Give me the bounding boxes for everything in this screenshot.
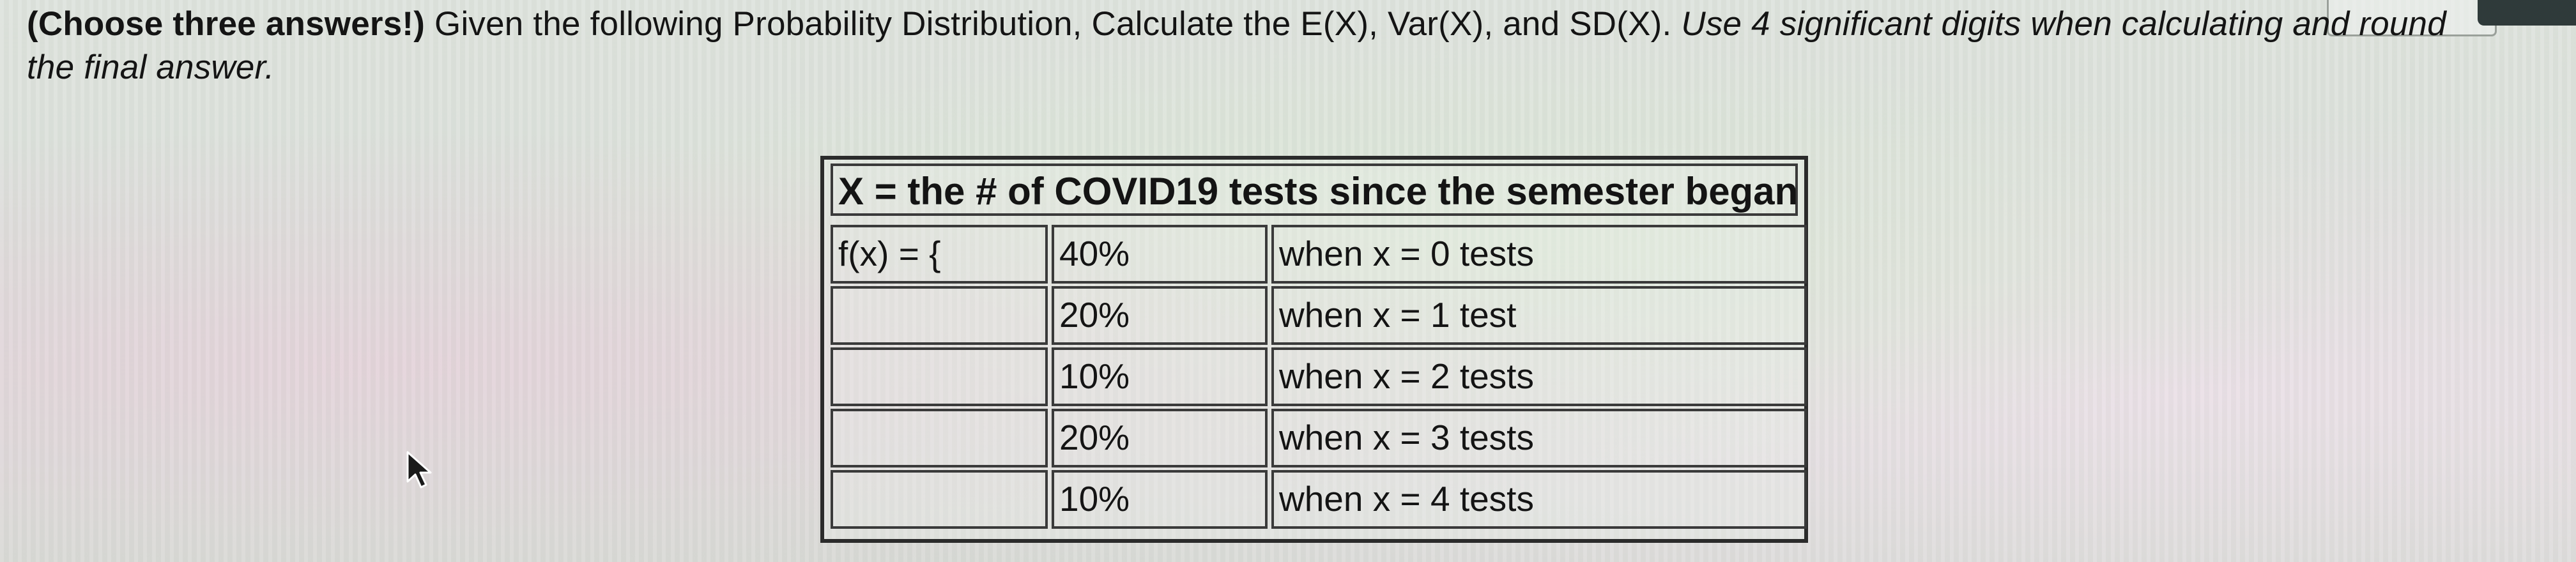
- probability-distribution-table: X = the # of COVID19 tests since the sem…: [820, 156, 1808, 543]
- table-row-4-label: [831, 470, 1048, 529]
- table-row-2-description: when x = 2 tests: [1271, 347, 1807, 406]
- top-right-panel: [2327, 0, 2497, 36]
- mouse-pointer-icon: [405, 451, 437, 489]
- table-row-3-description: when x = 3 tests: [1271, 409, 1807, 467]
- table-row-4-probability: 10%: [1052, 470, 1268, 529]
- question-lead: (Choose three answers!): [27, 5, 425, 43]
- table-row-0-probability: 40%: [1052, 225, 1268, 284]
- table-row-2-probability: 10%: [1052, 347, 1268, 406]
- corner-button[interactable]: [2478, 0, 2576, 26]
- table-row-0-description: when x = 0 tests: [1271, 225, 1807, 284]
- table-title: X = the # of COVID19 tests since the sem…: [831, 163, 1798, 216]
- table-row-3-probability: 20%: [1052, 409, 1268, 467]
- question-text: (Choose three answers!) Given the follow…: [27, 3, 2493, 89]
- table-row-2-label: [831, 347, 1048, 406]
- table-row-3-label: [831, 409, 1048, 467]
- table-row-1-description: when x = 1 test: [1271, 286, 1807, 345]
- question-instruction: Use 4 significant digits when calculatin…: [27, 5, 2446, 86]
- table-row-1-probability: 20%: [1052, 286, 1268, 345]
- table-row-4-description: when x = 4 tests: [1271, 470, 1807, 529]
- table-row-1-label: [831, 286, 1048, 345]
- question-body: Given the following Probability Distribu…: [425, 5, 1682, 43]
- table-row-0-label: f(x) = {: [831, 225, 1048, 284]
